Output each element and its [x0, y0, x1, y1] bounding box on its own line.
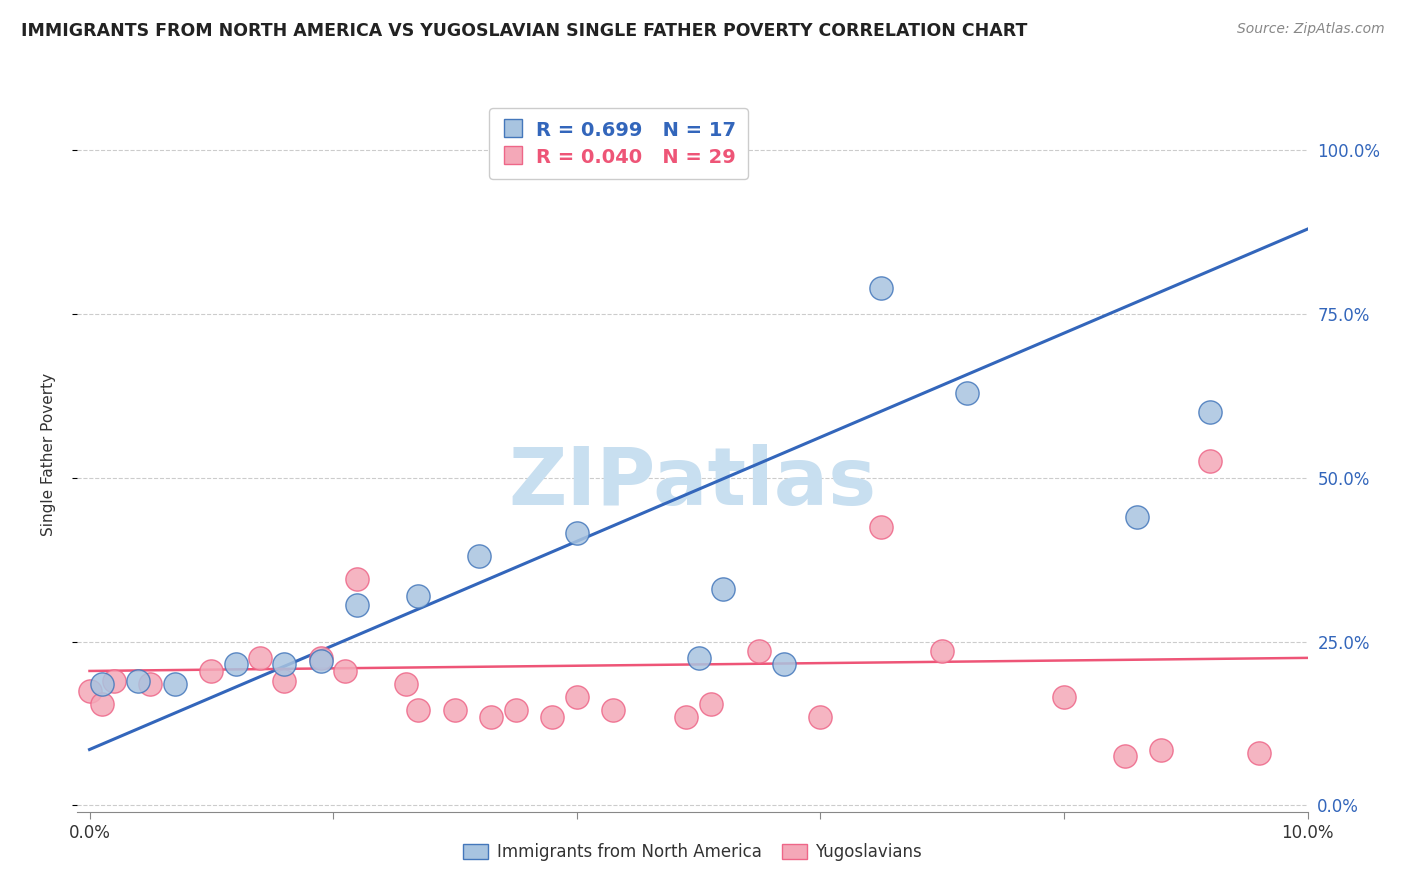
Point	[90, 697, 112, 711]
Point	[346, 599, 368, 613]
Point	[309, 651, 332, 665]
Point	[200, 664, 222, 678]
Text: Source: ZipAtlas.com: Source: ZipAtlas.com	[1237, 22, 1385, 37]
Point	[335, 664, 357, 678]
Point	[602, 703, 624, 717]
Point	[395, 677, 418, 691]
Point	[481, 710, 503, 724]
Point	[1053, 690, 1076, 705]
Point	[163, 677, 186, 691]
Point	[541, 710, 564, 724]
Point	[870, 520, 893, 534]
Point	[688, 651, 710, 665]
Point	[1199, 454, 1222, 468]
Point	[309, 654, 332, 668]
Point	[565, 526, 588, 541]
Point	[1114, 749, 1136, 764]
Point	[931, 644, 953, 658]
Point	[468, 549, 491, 564]
Text: IMMIGRANTS FROM NORTH AMERICA VS YUGOSLAVIAN SINGLE FATHER POVERTY CORRELATION C: IMMIGRANTS FROM NORTH AMERICA VS YUGOSLA…	[21, 22, 1028, 40]
Point	[675, 710, 697, 724]
Point	[444, 703, 467, 717]
Point	[1199, 405, 1222, 419]
Y-axis label: Single Father Poverty: Single Father Poverty	[42, 374, 56, 536]
Point	[1126, 510, 1149, 524]
Point	[808, 710, 831, 724]
Point	[103, 673, 125, 688]
Point	[408, 589, 430, 603]
Point	[505, 703, 527, 717]
Point	[225, 657, 247, 672]
Point	[346, 572, 368, 586]
Point	[139, 677, 162, 691]
Point	[565, 690, 588, 705]
Point	[772, 657, 794, 672]
Point	[1150, 742, 1173, 756]
Point	[90, 677, 112, 691]
Point	[748, 644, 770, 658]
Point	[699, 697, 721, 711]
Point	[711, 582, 734, 596]
Point	[79, 683, 101, 698]
Point	[870, 281, 893, 295]
Point	[955, 385, 977, 400]
Legend: Immigrants from North America, Yugoslavians: Immigrants from North America, Yugoslavi…	[457, 837, 928, 868]
Text: ZIPatlas: ZIPatlas	[509, 444, 876, 523]
Point	[273, 657, 295, 672]
Point	[127, 673, 149, 688]
Point	[1247, 746, 1270, 760]
Point	[249, 651, 271, 665]
Point	[273, 673, 295, 688]
Point	[408, 703, 430, 717]
